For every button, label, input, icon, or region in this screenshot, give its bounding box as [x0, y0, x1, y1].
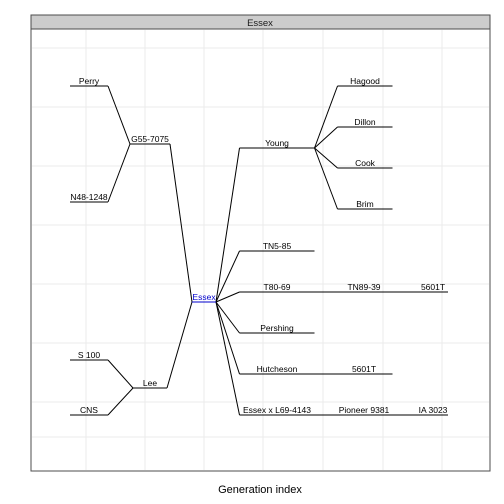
edge-young-brim — [314, 147, 338, 210]
edge-essex-essexl69 — [215, 301, 240, 416]
edge-young-dillon — [314, 126, 338, 149]
node-ia3023: IA 3023 — [419, 405, 448, 415]
x-axis-title: Generation index — [218, 484, 302, 496]
node-perry: Perry — [79, 76, 100, 86]
node-brim: Brim — [356, 199, 373, 209]
edge-g55-essex — [169, 143, 193, 303]
edge-lee-essex — [166, 301, 193, 389]
node-essex: Essex — [192, 292, 216, 302]
edge-essex-t8069 — [215, 291, 240, 303]
edge-essex-pershing — [215, 301, 240, 334]
node-lee: Lee — [143, 378, 157, 388]
edge-essex-young — [215, 147, 240, 303]
node-dillon: Dillon — [354, 117, 376, 127]
edge-young-hagood — [314, 85, 338, 149]
edge-perry-g55 — [107, 85, 131, 145]
node-pioneer: Pioneer 9381 — [339, 405, 390, 415]
node-s100: S 100 — [78, 350, 100, 360]
edge-essex-hutcheson — [215, 301, 240, 375]
node-young: Young — [265, 138, 289, 148]
pedigree-edges — [107, 85, 418, 416]
panel-strip — [30, 14, 491, 30]
pedigree-nodes: Perry G55-7075 N48-1248 S 100 Lee CNS Essex You… — [70, 76, 448, 416]
node-essexl69: Essex x L69-4143 — [243, 405, 311, 415]
node-p5601t_b: 5601T — [352, 364, 376, 374]
panel-grid — [32, 30, 489, 470]
edge-essex-tn585 — [215, 250, 240, 303]
edge-young-cook — [314, 147, 338, 169]
edge-n48-g55 — [107, 143, 131, 203]
node-p5601t_a: 5601T — [421, 282, 445, 292]
strip-title: Essex — [247, 18, 273, 29]
edge-s100-lee — [107, 359, 134, 389]
panel-background — [30, 28, 491, 472]
node-hagood: Hagood — [350, 76, 380, 86]
node-t8069: T80-69 — [264, 282, 291, 292]
node-tn585: TN5-85 — [263, 241, 292, 251]
node-cook: Cook — [355, 158, 376, 168]
node-g55: G55-7075 — [131, 134, 169, 144]
node-hutcheson: Hutcheson — [257, 364, 298, 374]
node-n48: N48-1248 — [70, 192, 108, 202]
node-cns: CNS — [80, 405, 98, 415]
node-tn8939: TN89-39 — [347, 282, 380, 292]
edge-cns-lee — [107, 387, 134, 416]
node-pershing: Pershing — [260, 323, 294, 333]
